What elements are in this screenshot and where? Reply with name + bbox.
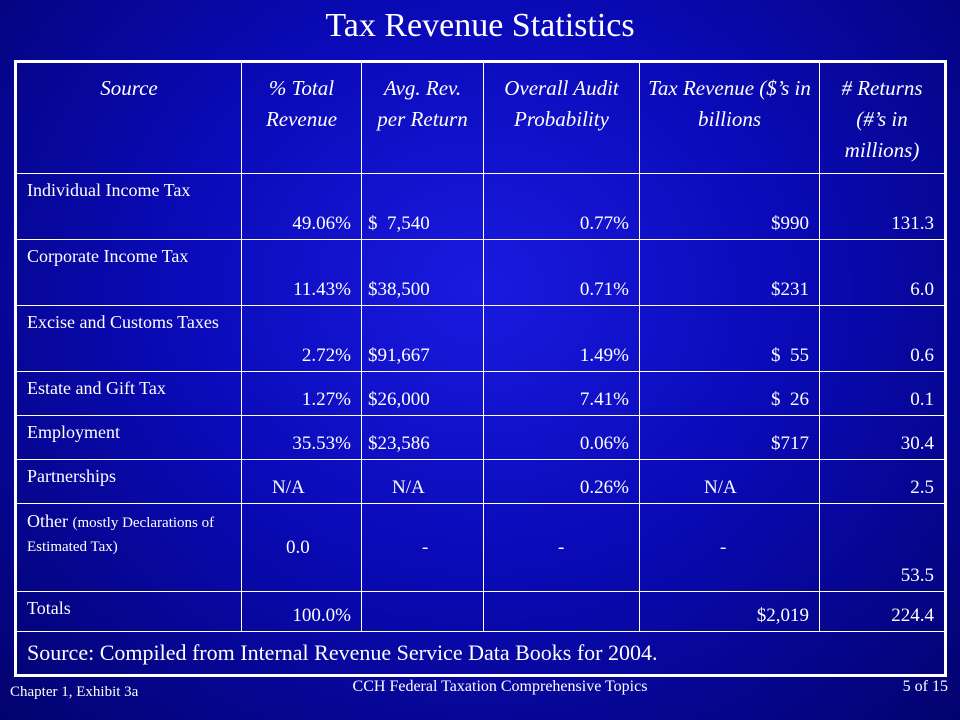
pct-cell: 11.43%: [241, 239, 362, 306]
avg-cell: $38,500: [361, 239, 484, 306]
returns-cell: 2.5: [819, 459, 946, 504]
audit-cell: [483, 591, 640, 632]
column-header-tax-revenue: Tax Revenue ($’s in billions: [639, 61, 820, 174]
table-row: Employment 35.53% $23,586 0.06% $717 30.…: [15, 415, 946, 460]
audit-cell: 0.06%: [483, 415, 640, 460]
avg-cell: -: [361, 503, 484, 592]
audit-cell: -: [483, 503, 640, 592]
source-note-row: Source: Compiled from Internal Revenue S…: [15, 631, 946, 676]
returns-cell: 131.3: [819, 173, 946, 240]
publisher-label: CCH Federal Taxation Comprehensive Topic…: [352, 678, 648, 695]
source-cell: Estate and Gift Tax: [15, 371, 242, 416]
source-cell: Individual Income Tax: [15, 173, 242, 240]
audit-cell: 7.41%: [483, 371, 640, 416]
pct-cell: 1.27%: [241, 371, 362, 416]
audit-cell: 0.77%: [483, 173, 640, 240]
returns-cell: 6.0: [819, 239, 946, 306]
revenue-cell: N/A: [639, 459, 820, 504]
source-cell: Totals: [15, 591, 242, 632]
audit-cell: 0.71%: [483, 239, 640, 306]
revenue-cell: $231: [639, 239, 820, 306]
source-cell: Employment: [15, 415, 242, 460]
source-cell: Partnerships: [15, 459, 242, 504]
revenue-cell: $990: [639, 173, 820, 240]
pct-cell: 0.0: [241, 503, 362, 592]
pct-cell: 2.72%: [241, 305, 362, 372]
returns-cell: 53.5: [819, 503, 946, 592]
returns-cell: 0.6: [819, 305, 946, 372]
table-row: Estate and Gift Tax 1.27% $26,000 7.41% …: [15, 371, 946, 416]
revenue-cell: $ 55: [639, 305, 820, 372]
revenue-cell: $2,019: [639, 591, 820, 632]
table-row: Individual Income Tax 49.06% $ 7,540 0.7…: [15, 173, 946, 240]
avg-cell: $ 7,540: [361, 173, 484, 240]
avg-cell: N/A: [361, 459, 484, 504]
page-title: Tax Revenue Statistics: [325, 7, 635, 44]
table-row: Other (mostly Declarations of Estimated …: [15, 503, 946, 592]
source-main-label: Other: [27, 511, 68, 531]
revenue-cell: -: [639, 503, 820, 592]
tax-revenue-table: Source % Total Revenue Avg. Rev. per Ret…: [14, 60, 947, 677]
table-row-totals: Totals 100.0% $2,019 224.4: [15, 591, 946, 632]
avg-cell: $91,667: [361, 305, 484, 372]
column-header-audit-prob: Overall Audit Probability: [483, 61, 640, 174]
source-cell: Other (mostly Declarations of Estimated …: [15, 503, 242, 592]
table-header-row: Source % Total Revenue Avg. Rev. per Ret…: [15, 61, 946, 174]
source-cell: Excise and Customs Taxes: [15, 305, 242, 372]
returns-cell: 0.1: [819, 371, 946, 416]
audit-cell: 0.26%: [483, 459, 640, 504]
revenue-cell: $ 26: [639, 371, 820, 416]
column-header-pct-total: % Total Revenue: [241, 61, 362, 174]
table-row: Corporate Income Tax 11.43% $38,500 0.71…: [15, 239, 946, 306]
page-number: 5 of 15: [902, 678, 948, 695]
table-row: Excise and Customs Taxes 2.72% $91,667 1…: [15, 305, 946, 372]
source-note: Source: Compiled from Internal Revenue S…: [15, 631, 946, 676]
avg-cell: $26,000: [361, 371, 484, 416]
avg-cell: [361, 591, 484, 632]
audit-cell: 1.49%: [483, 305, 640, 372]
source-cell: Corporate Income Tax: [15, 239, 242, 306]
revenue-cell: $717: [639, 415, 820, 460]
pct-cell: 35.53%: [241, 415, 362, 460]
returns-cell: 30.4: [819, 415, 946, 460]
pct-cell: 49.06%: [241, 173, 362, 240]
pct-cell: N/A: [241, 459, 362, 504]
table-row: Partnerships N/A N/A 0.26% N/A 2.5: [15, 459, 946, 504]
column-header-avg-rev: Avg. Rev. per Return: [361, 61, 484, 174]
source-note-label: (mostly Declarations of Estimated Tax): [27, 515, 215, 555]
chapter-label: Chapter 1, Exhibit 3a: [10, 684, 139, 700]
column-header-returns: # Returns (#’s in millions): [819, 61, 946, 174]
avg-cell: $23,586: [361, 415, 484, 460]
returns-cell: 224.4: [819, 591, 946, 632]
pct-cell: 100.0%: [241, 591, 362, 632]
column-header-source: Source: [15, 61, 242, 174]
